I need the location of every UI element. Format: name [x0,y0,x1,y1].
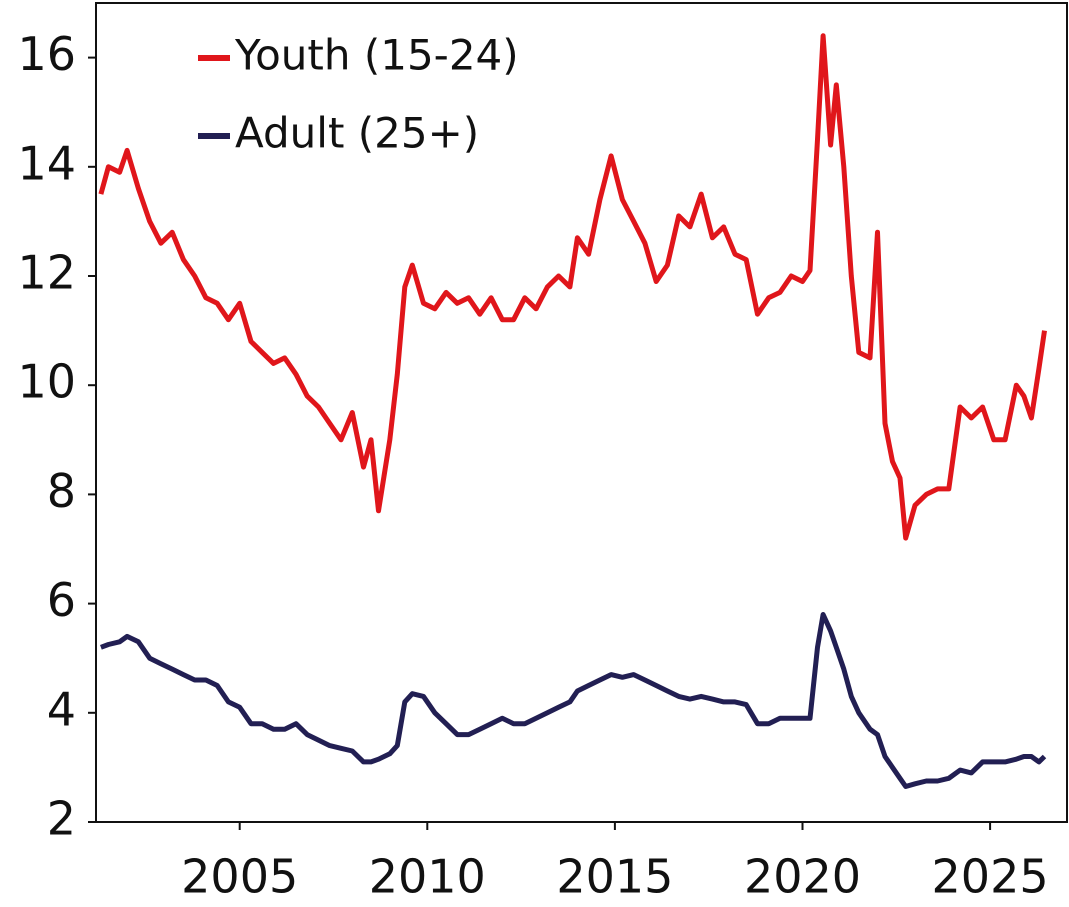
plot-frame [95,2,1068,823]
series-line [100,612,1047,789]
y-tick-label: 16 [17,27,76,81]
x-tick-label: 2010 [369,850,486,904]
y-tick-label: 10 [17,355,76,409]
y-tick-label: 12 [17,246,76,300]
series-line [98,33,1047,541]
x-tick-label: 2025 [932,850,1049,904]
legend-label: Adult (25+) [235,109,479,158]
legend-label: Youth (15-24) [234,31,519,80]
y-tick-label: 8 [47,464,76,518]
x-tick-label: 2020 [744,850,861,904]
x-tick-label: 2015 [556,850,673,904]
x-tick-label: 2005 [181,850,298,904]
y-tick-label: 14 [17,136,76,190]
y-tick-label: 4 [47,682,76,736]
y-tick-label: 6 [47,573,76,627]
y-tick-label: 2 [47,792,76,846]
